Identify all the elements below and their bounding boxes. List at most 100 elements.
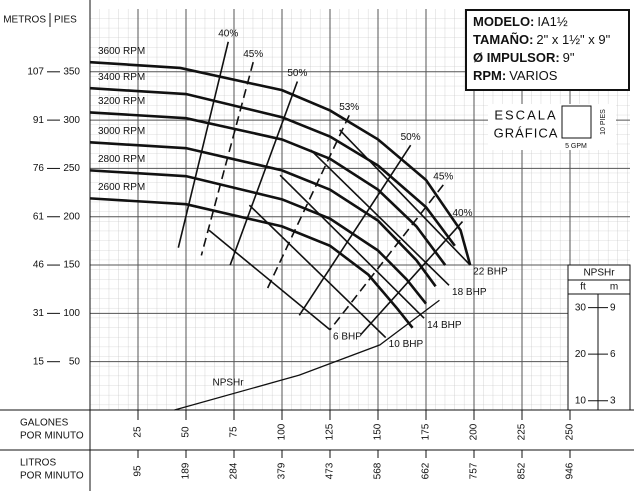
scale-square <box>561 105 592 139</box>
bhp-line <box>339 129 471 266</box>
y2-meter-label: 9 <box>610 302 616 313</box>
y2-tick-label: 10 <box>575 395 587 406</box>
y-meter-label: 15 <box>33 356 45 367</box>
efficiency-label: 40% <box>218 28 238 39</box>
info-label: RPM: <box>473 68 506 83</box>
bhp-label: 6 BHP <box>333 331 362 342</box>
efficiency-label: 40% <box>452 208 472 219</box>
bhp-label: 14 BHP <box>427 320 462 331</box>
efficiency-line <box>229 81 299 266</box>
series-label: 2800 RPM <box>98 154 145 165</box>
y-tick-label: 200 <box>63 211 80 222</box>
info-value: VARIOS <box>509 68 557 83</box>
bhp-line <box>248 204 387 339</box>
x-tick-label: 25 <box>133 426 144 438</box>
npshr-curve <box>174 299 440 411</box>
head-curve <box>89 111 447 266</box>
info-line: Ø IMPULSOR: 9" <box>473 50 575 65</box>
x-tick-label: 100 <box>277 423 288 440</box>
info-box <box>465 9 630 91</box>
x2-tick-label: 284 <box>229 462 240 479</box>
y-title-feet: PIES <box>54 15 77 26</box>
efficiency-line <box>329 184 444 331</box>
y-meter-label: 107 <box>27 66 44 77</box>
info-label: MODELO: <box>473 14 534 29</box>
efficiency-label: 50% <box>287 68 307 79</box>
info-value: IA1½ <box>537 14 568 29</box>
x2-tick-label: 473 <box>325 462 336 479</box>
efficiency-label: 45% <box>433 172 453 183</box>
x2-tick-label: 757 <box>469 462 480 479</box>
x-tick-label: 250 <box>565 423 576 440</box>
y-tick-label: 100 <box>63 308 80 319</box>
head-curve <box>89 197 414 329</box>
npshr-box <box>567 264 631 411</box>
y-meter-label: 61 <box>33 211 45 222</box>
info-value: 9" <box>563 50 575 65</box>
y-meter-label: 31 <box>33 308 45 319</box>
series-label: 2600 RPM <box>98 182 145 193</box>
y2-tick-label: 20 <box>575 349 587 360</box>
x2-tick-label: 852 <box>517 462 528 479</box>
scale-width: 5 GPM <box>565 143 587 150</box>
y-tick-label: 50 <box>69 356 81 367</box>
info-label: TAMAÑO: <box>473 32 533 47</box>
series-label: 3600 RPM <box>98 46 145 57</box>
x-tick-label: 75 <box>229 426 240 438</box>
scale-height: 10 PIES <box>600 109 607 135</box>
y2-unit: m <box>610 282 618 293</box>
scale-box <box>488 104 616 150</box>
curve-layer <box>89 41 472 411</box>
x2-tick-label: 189 <box>181 462 192 479</box>
x2-tick-label: 95 <box>133 465 144 477</box>
info-line: TAMAÑO: 2" x 1½" x 9" <box>473 32 611 47</box>
head-curve <box>89 141 437 288</box>
info-value: 2" x 1½" x 9" <box>536 32 610 47</box>
x2-title: POR MINUTO <box>20 471 84 482</box>
bhp-line <box>208 229 331 331</box>
info-line: MODELO: IA1½ <box>473 14 568 29</box>
y-tick-label: 150 <box>63 260 80 271</box>
efficiency-line <box>200 61 254 256</box>
x-title: GALONES <box>20 418 69 429</box>
y2-tick-label: 30 <box>575 302 587 313</box>
head-curve <box>89 169 428 305</box>
y-meter-label: 91 <box>33 115 45 126</box>
y2-meter-label: 3 <box>610 395 616 406</box>
y-title-meters: METROS <box>3 15 46 26</box>
y-meter-label: 46 <box>33 260 45 271</box>
efficiency-line <box>265 114 350 291</box>
bhp-label: 22 BHP <box>473 267 508 278</box>
npshr-label: NPSHr <box>212 378 244 389</box>
y-tick-label: 250 <box>63 163 80 174</box>
efficiency-label: 53% <box>339 102 359 113</box>
x2-title: LITROS <box>20 458 56 469</box>
x-tick-label: 150 <box>373 423 384 440</box>
y2-title: NPSHr <box>583 268 615 279</box>
scale-title: GRÁFICA <box>494 125 559 140</box>
bhp-label: 18 BHP <box>452 287 487 298</box>
info-label: Ø IMPULSOR: <box>473 50 560 65</box>
x2-tick-label: 568 <box>373 462 384 479</box>
series-label: 3200 RPM <box>98 96 145 107</box>
x-tick-label: 225 <box>517 423 528 440</box>
bhp-line <box>310 149 450 286</box>
head-curve <box>89 60 472 266</box>
y2-meter-label: 6 <box>610 349 616 360</box>
bhp-label: 10 BHP <box>389 339 424 350</box>
info-group: MODELO: IA1½ TAMAÑO: 2" x 1½" x 9" Ø IMPULSO… <box>473 14 611 83</box>
series-label: 3000 RPM <box>98 126 145 137</box>
x-title: POR MINUTO <box>20 431 84 442</box>
x2-tick-label: 662 <box>421 462 432 479</box>
x2-tick-label: 379 <box>277 462 288 479</box>
y-tick-label: 300 <box>63 115 80 126</box>
x-tick-label: 125 <box>325 423 336 440</box>
y-meter-label: 76 <box>33 163 45 174</box>
x-tick-label: 50 <box>181 426 192 438</box>
efficiency-label: 45% <box>243 49 263 60</box>
x-tick-label: 200 <box>469 423 480 440</box>
x2-tick-label: 946 <box>565 462 576 479</box>
y-tick-label: 350 <box>63 66 80 77</box>
efficiency-line <box>177 41 230 248</box>
